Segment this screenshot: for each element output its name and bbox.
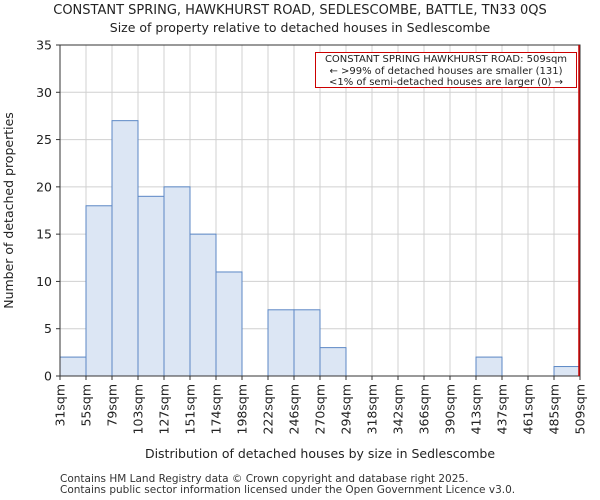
- bar-55sqm: [85, 205, 113, 377]
- bar-413sqm: [475, 356, 503, 377]
- bar-31sqm: [59, 356, 87, 377]
- y-tick-label: 0: [44, 369, 52, 384]
- annotation-line-1: CONSTANT SPRING HAWKHURST ROAD: 509sqm: [324, 54, 568, 65]
- x-tick-label: 127sqm: [157, 384, 172, 434]
- footer-licence: Contains public sector information licen…: [60, 484, 516, 496]
- bar-246sqm: [293, 309, 321, 377]
- x-tick-label: 509sqm: [573, 384, 588, 434]
- y-tick-label: 20: [36, 179, 52, 194]
- x-tick-label: 79sqm: [105, 384, 120, 427]
- x-tick-label: 318sqm: [365, 384, 380, 434]
- x-tick-label: 342sqm: [391, 384, 406, 434]
- chart-title: CONSTANT SPRING, HAWKHURST ROAD, SEDLESC…: [53, 3, 547, 18]
- x-tick-label: 246sqm: [287, 384, 302, 434]
- footer-copyright: Contains HM Land Registry data © Crown c…: [60, 473, 469, 485]
- x-tick-label: 270sqm: [313, 384, 328, 434]
- bar-270sqm: [319, 347, 347, 377]
- x-ticks: 31sqm 55sqm 79sqm 103sqm 127sqm 151sqm 174sqm 1…: [53, 376, 588, 434]
- annotation-line-2: ← >99% of detached houses are smaller (1…: [329, 65, 563, 77]
- y-tick-label: 30: [36, 85, 52, 100]
- x-axis-label: Distribution of detached houses by size …: [145, 446, 495, 461]
- x-tick-label: 461sqm: [521, 384, 536, 434]
- bar-103sqm: [137, 195, 165, 377]
- y-ticks: 0 5 10 15 20 25 30 35: [36, 38, 60, 384]
- x-tick-label: 174sqm: [209, 384, 224, 434]
- bar-222sqm: [267, 309, 295, 377]
- bars: [59, 120, 581, 377]
- x-tick-label: 198sqm: [235, 384, 250, 434]
- y-tick-label: 25: [36, 132, 52, 147]
- y-tick-label: 35: [36, 38, 52, 53]
- x-tick-label: 390sqm: [443, 384, 458, 434]
- bar-127sqm: [163, 186, 191, 377]
- bar-chart: 0 5 10 15 20 25 30 35 31sqm 55sqm 79sqm 103sqm 127s…: [1, 38, 588, 462]
- x-tick-label: 485sqm: [547, 384, 562, 434]
- bar-485sqm: [553, 366, 581, 377]
- y-tick-label: 10: [36, 274, 52, 289]
- bar-174sqm: [215, 271, 243, 377]
- chart-subtitle: Size of property relative to detached ho…: [109, 20, 491, 35]
- x-tick-label: 437sqm: [495, 384, 510, 434]
- annotation-box: CONSTANT SPRING HAWKHURST ROAD: 509sqm ←…: [315, 52, 577, 88]
- bar-151sqm: [189, 233, 217, 377]
- annotation-line-3: <1% of semi-detached houses are larger (…: [328, 77, 564, 88]
- y-tick-label: 15: [36, 227, 52, 242]
- y-axis-label: Number of detached properties: [1, 112, 16, 309]
- x-tick-label: 294sqm: [339, 384, 354, 434]
- x-tick-label: 366sqm: [417, 384, 432, 434]
- bar-79sqm: [111, 120, 139, 377]
- x-tick-label: 413sqm: [469, 384, 484, 434]
- x-tick-label: 103sqm: [131, 384, 146, 434]
- x-tick-label: 222sqm: [261, 384, 276, 434]
- x-tick-label: 151sqm: [183, 384, 198, 434]
- y-tick-label: 5: [44, 321, 52, 336]
- x-tick-label: 31sqm: [53, 384, 68, 427]
- x-tick-label: 55sqm: [79, 384, 94, 427]
